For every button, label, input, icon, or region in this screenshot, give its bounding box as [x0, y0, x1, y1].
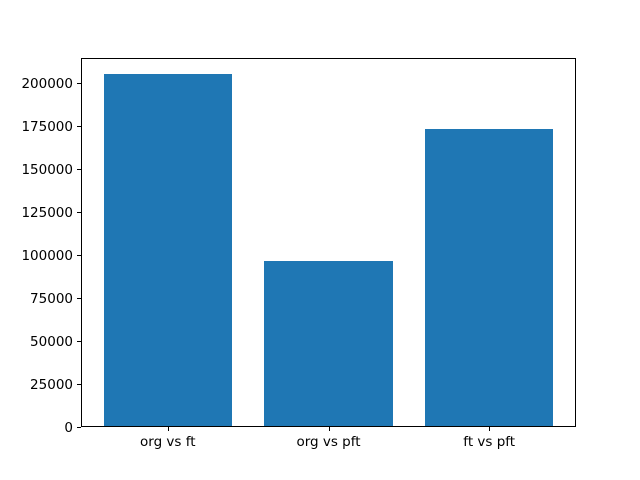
y-tick-label: 50000 [30, 333, 73, 350]
x-tick-label: ft vs pft [463, 434, 516, 450]
y-tick-mark [77, 255, 81, 257]
x-tick-mark [489, 427, 491, 431]
y-tick-label: 175000 [21, 118, 73, 135]
y-tick-label: 100000 [21, 247, 73, 264]
x-tick-mark [328, 427, 330, 431]
y-tick-mark [77, 212, 81, 214]
y-tick-label: 75000 [30, 290, 73, 307]
y-tick-label: 25000 [30, 376, 73, 393]
y-tick-mark [77, 298, 81, 300]
y-tick-mark [77, 427, 81, 428]
y-tick-mark [77, 341, 81, 343]
bar-ft-vs-pft [424, 128, 554, 426]
x-tick-mark [167, 427, 169, 431]
y-tick-mark [77, 169, 81, 171]
y-tick-mark [77, 126, 81, 128]
x-tick-label: org vs pft [296, 434, 361, 450]
y-tick-mark [77, 384, 81, 386]
y-tick-label: 200000 [21, 75, 73, 92]
bar-org-vs-pft [264, 261, 393, 426]
y-tick-label: 150000 [21, 161, 73, 178]
y-tick-mark [77, 83, 81, 85]
plot-area [81, 58, 576, 427]
y-tick-label: 0 [64, 419, 73, 436]
x-tick-label: org vs ft [140, 434, 196, 450]
bar-org-vs-ft [103, 73, 233, 426]
y-tick-label: 125000 [21, 204, 73, 221]
